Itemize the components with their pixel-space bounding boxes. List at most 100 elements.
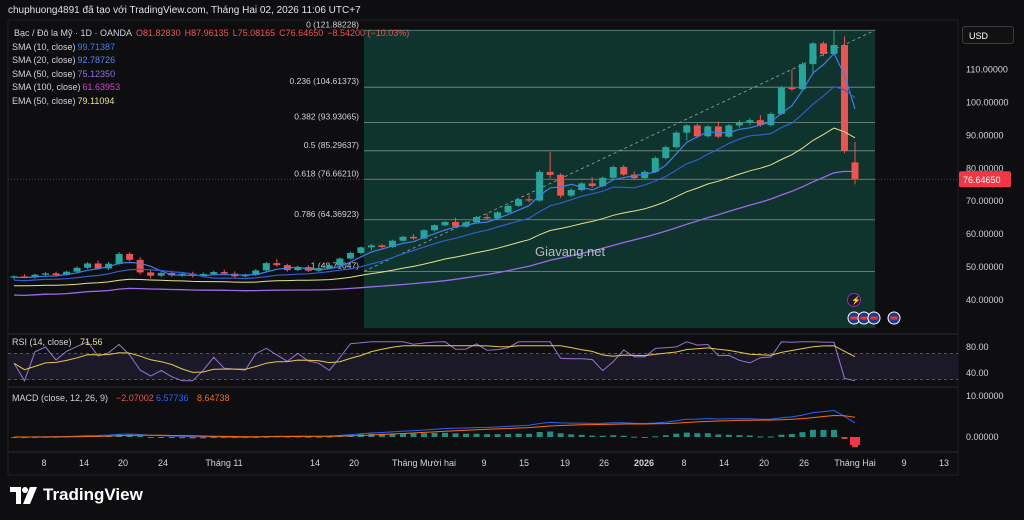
macd-histogram-bar	[757, 436, 764, 438]
price-axis-tick: 90.00000	[966, 130, 1004, 140]
candle-body	[10, 276, 18, 278]
macd-histogram-bar	[547, 431, 554, 437]
indicator-label: SMA (10, close)	[12, 41, 76, 52]
macd-histogram-bar	[662, 435, 669, 437]
candle-body	[252, 270, 260, 276]
watermark-text: Giavang.net	[535, 244, 605, 259]
macd-histogram-bar	[315, 436, 322, 438]
macd-histogram-bar	[399, 433, 406, 437]
rsi-signal-line	[13, 345, 856, 373]
candle-body	[378, 245, 386, 248]
tradingview-logo[interactable]: TradingView	[10, 485, 143, 505]
candle-body	[809, 43, 817, 65]
macd-histogram-bar	[431, 432, 438, 437]
rsi-band	[8, 353, 958, 380]
candle-body	[388, 240, 396, 248]
candle-body	[599, 177, 607, 187]
lightning-event-icon	[847, 293, 861, 307]
indicator-sma10[interactable]: SMA (10, close) 99.71387	[12, 41, 409, 55]
indicator-sma50[interactable]: SMA (50, close) 75.12350	[12, 68, 409, 82]
candle-body	[798, 64, 806, 90]
candle-body	[840, 45, 848, 151]
symbol-ohlc-row[interactable]: Bạc / Đô la Mỹ · 1D · OANDA O81.82830 H8…	[12, 27, 409, 41]
candle-body	[220, 272, 228, 274]
candle-body	[462, 222, 470, 227]
macd-histogram-bar	[652, 436, 659, 438]
candle-body	[746, 120, 754, 123]
sma20-line	[13, 86, 856, 282]
candle-body	[525, 199, 533, 201]
candle-body	[819, 43, 827, 54]
candle-body	[262, 263, 270, 271]
indicator-value: 61.63953	[82, 82, 121, 92]
indicator-value: 92.78726	[77, 55, 116, 65]
candle-body	[52, 273, 60, 276]
candle-body	[42, 273, 50, 275]
macd-histogram-bar	[179, 437, 186, 439]
fib-trend-line	[363, 29, 876, 272]
macd-histogram-bar	[473, 433, 480, 437]
creator-header: chuphuong4891 đã tạo với TradingView.com…	[8, 5, 361, 16]
candle-body	[441, 221, 449, 226]
candle-body	[588, 183, 596, 187]
us-flag-stripe	[860, 316, 868, 320]
candle-body	[546, 171, 554, 175]
high-value: H87.96135	[184, 28, 229, 38]
indicator-ema50[interactable]: EMA (50, close) 79.11094	[12, 95, 409, 109]
fib-level-label: 0.5 (85.29637)	[304, 140, 359, 150]
price-chart[interactable]: 0 (121.88228) 0.236 (104.61373) 0.382 (93.…	[0, 0, 1024, 480]
price-axis-tick: 80.00000	[966, 163, 1004, 173]
macd-histogram-bar	[189, 437, 196, 439]
candle-body	[452, 221, 460, 227]
candle-body	[536, 171, 544, 201]
low-value: L75.08165	[232, 28, 276, 38]
price-axis-tick: 60.00000	[966, 229, 1004, 239]
macd-signal-value: 8.64738	[197, 393, 230, 403]
macd-histogram-bar	[620, 435, 627, 437]
candle-body	[294, 267, 302, 271]
x-axis-tick: 26	[599, 458, 609, 468]
x-axis-tick: 20	[118, 458, 128, 468]
macd-histogram-bar	[704, 433, 711, 437]
macd-histogram-bar	[631, 436, 638, 438]
candle-body	[851, 162, 859, 180]
fib-level-label: 0.618 (76.66210)	[294, 168, 359, 178]
candle-body	[630, 174, 638, 179]
currency-button[interactable]: USD	[962, 26, 1014, 44]
candle-body	[94, 263, 102, 269]
macd-histogram-bar	[378, 433, 385, 437]
macd-histogram-bar	[683, 432, 690, 437]
macd-histogram-bar	[799, 432, 806, 437]
candle-body	[147, 272, 155, 276]
candle-body	[693, 125, 701, 137]
close-value: C76.64650	[279, 28, 324, 38]
macd-last-bar	[850, 437, 860, 445]
candle-body	[336, 258, 344, 266]
macd-histogram-bar	[263, 436, 270, 438]
macd-histogram-bar	[725, 434, 732, 437]
macd-histogram-bar	[452, 433, 459, 437]
macd-histogram-bar	[557, 433, 564, 437]
macd-histogram-bar	[767, 436, 774, 438]
candle-body	[84, 263, 92, 268]
lightning-glyph: ⚡	[851, 295, 861, 305]
macd-histogram-bar	[484, 434, 491, 437]
x-axis-tick: 8	[681, 458, 686, 468]
candle-body	[367, 245, 375, 248]
x-axis-tick: Tháng 11	[205, 458, 242, 468]
macd-histogram-bar	[599, 435, 606, 437]
macd-histogram-bar	[641, 436, 648, 438]
macd-histogram-bar	[147, 437, 154, 438]
macd-histogram-bar	[420, 433, 427, 437]
symbol-label: Bạc / Đô la Mỹ · 1D · OANDA	[14, 28, 133, 38]
macd-histogram-bar	[158, 437, 165, 438]
macd-histogram-bar	[715, 434, 722, 437]
macd-histogram-bar	[463, 433, 470, 437]
indicator-sma20[interactable]: SMA (20, close) 92.78726	[12, 54, 409, 68]
tradingview-wordmark: TradingView	[43, 485, 143, 504]
candle-body	[830, 45, 838, 54]
macd-histogram-bar	[673, 433, 680, 437]
indicator-sma100[interactable]: SMA (100, close) 61.63953	[12, 81, 409, 95]
candle-body	[714, 126, 722, 137]
macd-histogram-bar	[568, 434, 575, 437]
